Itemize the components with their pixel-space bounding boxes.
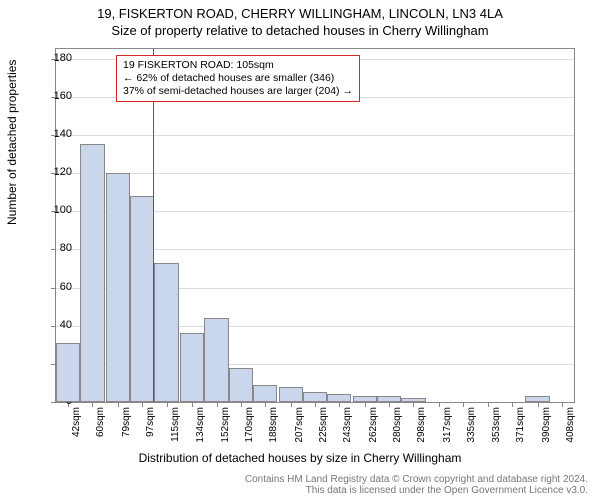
histogram-bar <box>353 396 377 402</box>
xtick-mark <box>291 402 292 407</box>
histogram-bar <box>303 392 327 402</box>
xtick-mark <box>439 402 440 407</box>
ytick-label: 180 <box>32 52 72 64</box>
xtick-label: 371sqm <box>515 407 526 443</box>
xtick-label: 262sqm <box>368 407 379 443</box>
chart-title-main: 19, FISKERTON ROAD, CHERRY WILLINGHAM, L… <box>0 0 600 21</box>
histogram-bar <box>180 333 204 402</box>
xtick-mark <box>118 402 119 407</box>
ytick-label: 60 <box>32 281 72 293</box>
gridline <box>56 173 574 174</box>
xtick-mark <box>413 402 414 407</box>
xtick-mark <box>463 402 464 407</box>
xtick-mark <box>562 402 563 407</box>
xtick-mark <box>538 402 539 407</box>
histogram-bar <box>279 387 303 402</box>
xtick-label: 298sqm <box>416 407 427 443</box>
xtick-mark <box>488 402 489 407</box>
callout-line3: 37% of semi-detached houses are larger (… <box>123 85 353 98</box>
histogram-bar <box>56 343 80 402</box>
xtick-mark <box>265 402 266 407</box>
histogram-bar <box>80 144 104 402</box>
xtick-mark <box>241 402 242 407</box>
histogram-bar <box>130 196 154 402</box>
ytick-label: 160 <box>32 90 72 102</box>
xtick-label: 115sqm <box>170 407 181 442</box>
ytick-label: 80 <box>32 242 72 254</box>
xtick-label: 42sqm <box>71 407 82 437</box>
xtick-mark <box>167 402 168 407</box>
histogram-bar <box>154 263 178 402</box>
histogram-bar <box>106 173 130 402</box>
xtick-mark <box>365 402 366 407</box>
xtick-label: 408sqm <box>565 407 576 443</box>
x-axis-label: Distribution of detached houses by size … <box>0 451 600 465</box>
ytick-label: 40 <box>32 319 72 331</box>
xtick-label: 335sqm <box>466 407 477 443</box>
ytick-label: 140 <box>32 128 72 140</box>
y-axis-label: Number of detached properties <box>5 60 19 225</box>
callout-line1: 19 FISKERTON ROAD: 105sqm <box>123 59 353 72</box>
chart-title-sub: Size of property relative to detached ho… <box>0 21 600 38</box>
plot-area: 19 FISKERTON ROAD: 105sqm ← 62% of detac… <box>55 48 575 403</box>
footer-line2: This data is licensed under the Open Gov… <box>245 485 588 496</box>
footer-attribution: Contains HM Land Registry data © Crown c… <box>245 474 588 496</box>
footer-line1: Contains HM Land Registry data © Crown c… <box>245 474 588 485</box>
xtick-label: 243sqm <box>342 407 353 443</box>
xtick-label: 79sqm <box>121 407 132 437</box>
histogram-bar <box>229 368 253 402</box>
xtick-label: 390sqm <box>541 407 552 443</box>
xtick-mark <box>512 402 513 407</box>
histogram-bar <box>401 398 425 402</box>
xtick-label: 317sqm <box>442 407 453 443</box>
xtick-label: 170sqm <box>244 407 255 443</box>
xtick-mark <box>142 402 143 407</box>
xtick-label: 97sqm <box>145 407 156 437</box>
xtick-label: 207sqm <box>294 407 305 443</box>
xtick-mark <box>339 402 340 407</box>
xtick-mark <box>389 402 390 407</box>
xtick-mark <box>217 402 218 407</box>
xtick-mark <box>315 402 316 407</box>
gridline <box>56 135 574 136</box>
ytick-label: 120 <box>32 166 72 178</box>
histogram-bar <box>525 396 549 402</box>
xtick-label: 225sqm <box>318 407 329 443</box>
xtick-label: 60sqm <box>95 407 106 437</box>
histogram-bar <box>327 394 351 402</box>
xtick-label: 188sqm <box>268 407 279 443</box>
xtick-label: 353sqm <box>491 407 502 443</box>
histogram-bar <box>253 385 277 402</box>
reference-callout: 19 FISKERTON ROAD: 105sqm ← 62% of detac… <box>116 55 360 102</box>
histogram-bar <box>377 396 401 402</box>
chart-container: 19, FISKERTON ROAD, CHERRY WILLINGHAM, L… <box>0 0 600 500</box>
xtick-label: 152sqm <box>220 407 231 443</box>
xtick-label: 134sqm <box>195 407 206 443</box>
callout-line2: ← 62% of detached houses are smaller (34… <box>123 72 353 85</box>
histogram-bar <box>204 318 228 402</box>
xtick-label: 280sqm <box>392 407 403 443</box>
xtick-mark <box>192 402 193 407</box>
ytick-label: 100 <box>32 204 72 216</box>
xtick-mark <box>92 402 93 407</box>
